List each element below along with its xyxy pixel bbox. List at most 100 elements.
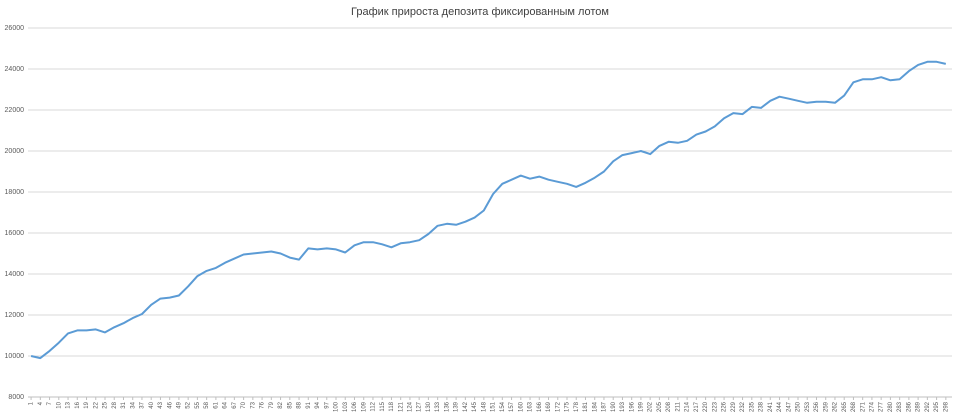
x-tick-label: 154 xyxy=(500,401,506,412)
x-tick-label: 214 xyxy=(685,401,691,412)
x-tick-label: 232 xyxy=(740,401,746,412)
x-tick-label: 136 xyxy=(444,401,450,412)
x-tick-label: 124 xyxy=(407,401,413,412)
x-tick-label: 265 xyxy=(842,401,848,412)
x-tick-label: 76 xyxy=(260,401,266,408)
x-tick-label: 259 xyxy=(823,401,829,412)
x-tick-label: 70 xyxy=(241,401,247,408)
x-tick-label: 283 xyxy=(897,401,903,412)
x-tick-label: 187 xyxy=(602,401,608,412)
x-tick-label: 55 xyxy=(195,401,201,408)
y-tick-label: 16000 xyxy=(5,230,25,237)
x-tick-label: 49 xyxy=(176,401,182,408)
x-tick-label: 256 xyxy=(814,401,820,412)
x-tick-label: 151 xyxy=(491,401,497,412)
y-tick-label: 22000 xyxy=(5,107,25,114)
x-tick-label: 223 xyxy=(712,401,718,412)
x-tick-label: 172 xyxy=(555,401,561,412)
x-tick-label: 196 xyxy=(629,401,635,412)
x-tick-label: 205 xyxy=(657,401,663,412)
x-tick-label: 229 xyxy=(731,401,737,412)
x-tick-label: 220 xyxy=(703,401,709,412)
y-tick-label: 12000 xyxy=(5,312,25,319)
x-tick-label: 73 xyxy=(250,401,256,408)
x-tick-label: 94 xyxy=(315,401,321,408)
x-tick-label: 52 xyxy=(186,401,192,408)
x-tick-label: 178 xyxy=(574,401,580,412)
x-tick-label: 238 xyxy=(759,401,765,412)
y-tick-label: 8000 xyxy=(8,394,24,401)
x-tick-label: 106 xyxy=(352,401,358,412)
x-tick-label: 64 xyxy=(223,401,229,408)
x-tick-label: 133 xyxy=(435,401,441,412)
x-tick-label: 169 xyxy=(546,401,552,412)
x-tick-label: 268 xyxy=(851,401,857,412)
x-tick-label: 175 xyxy=(565,401,571,412)
x-tick-label: 130 xyxy=(426,401,432,412)
x-tick-label: 190 xyxy=(611,401,617,412)
x-tick-label: 262 xyxy=(833,401,839,412)
chart-title: График прироста депозита фиксированным л… xyxy=(351,6,609,18)
x-tick-label: 298 xyxy=(943,401,949,412)
x-tick-label: 58 xyxy=(204,401,210,408)
x-tick-label: 118 xyxy=(389,401,395,411)
x-tick-label: 271 xyxy=(860,401,866,412)
x-tick-label: 280 xyxy=(888,401,894,412)
x-tick-label: 115 xyxy=(380,401,386,411)
x-tick-label: 277 xyxy=(879,401,885,412)
x-tick-label: 208 xyxy=(666,401,672,412)
x-tick-label: 91 xyxy=(306,401,312,408)
x-tick-label: 157 xyxy=(509,401,515,412)
x-tick-label: 181 xyxy=(583,401,589,412)
x-tick-label: 13 xyxy=(66,401,72,408)
x-tick-label: 67 xyxy=(232,401,238,408)
x-tick-label: 112 xyxy=(371,401,377,411)
x-tick-label: 37 xyxy=(140,401,146,408)
x-tick-label: 274 xyxy=(869,401,875,412)
x-tick-label: 97 xyxy=(324,401,330,408)
x-tick-label: 160 xyxy=(518,401,524,412)
x-tick-label: 163 xyxy=(528,401,534,412)
x-tick-label: 199 xyxy=(638,401,644,412)
x-tick-label: 184 xyxy=(592,401,598,412)
x-tick-label: 286 xyxy=(906,401,912,412)
x-tick-label: 16 xyxy=(75,401,81,408)
x-tick-label: 103 xyxy=(343,401,349,412)
x-tick-label: 79 xyxy=(269,401,275,408)
y-tick-label: 14000 xyxy=(5,271,25,278)
x-tick-label: 145 xyxy=(472,401,478,412)
x-tick-label: 43 xyxy=(158,401,164,408)
x-tick-label: 34 xyxy=(130,401,136,408)
x-tick-label: 40 xyxy=(149,401,155,408)
x-tick-label: 235 xyxy=(749,401,755,412)
y-tick-label: 10000 xyxy=(5,353,25,360)
x-tick-label: 100 xyxy=(334,401,340,412)
x-tick-label: 1 xyxy=(29,401,35,405)
x-tick-label: 121 xyxy=(398,401,404,412)
y-tick-label: 24000 xyxy=(5,66,25,73)
x-tick-label: 241 xyxy=(768,401,774,412)
x-tick-label: 61 xyxy=(213,401,219,408)
x-tick-label: 4 xyxy=(38,401,44,405)
x-tick-label: 247 xyxy=(786,401,792,412)
y-tick-label: 20000 xyxy=(5,148,25,155)
x-tick-label: 109 xyxy=(361,401,367,412)
x-tick-label: 25 xyxy=(103,401,109,408)
x-tick-label: 148 xyxy=(481,401,487,412)
x-tick-label: 289 xyxy=(916,401,922,412)
x-tick-label: 10 xyxy=(56,401,62,408)
x-tick-label: 127 xyxy=(417,401,423,412)
x-tick-label: 85 xyxy=(287,401,293,408)
x-tick-label: 28 xyxy=(112,401,118,408)
x-tick-label: 226 xyxy=(722,401,728,412)
x-tick-label: 244 xyxy=(777,401,783,412)
x-tick-label: 7 xyxy=(47,401,53,405)
x-tick-label: 202 xyxy=(648,401,654,412)
x-tick-label: 295 xyxy=(934,401,940,412)
data-line xyxy=(30,60,947,360)
x-tick-label: 82 xyxy=(278,401,284,408)
x-tick-label: 166 xyxy=(537,401,543,412)
x-tick-label: 139 xyxy=(454,401,460,412)
